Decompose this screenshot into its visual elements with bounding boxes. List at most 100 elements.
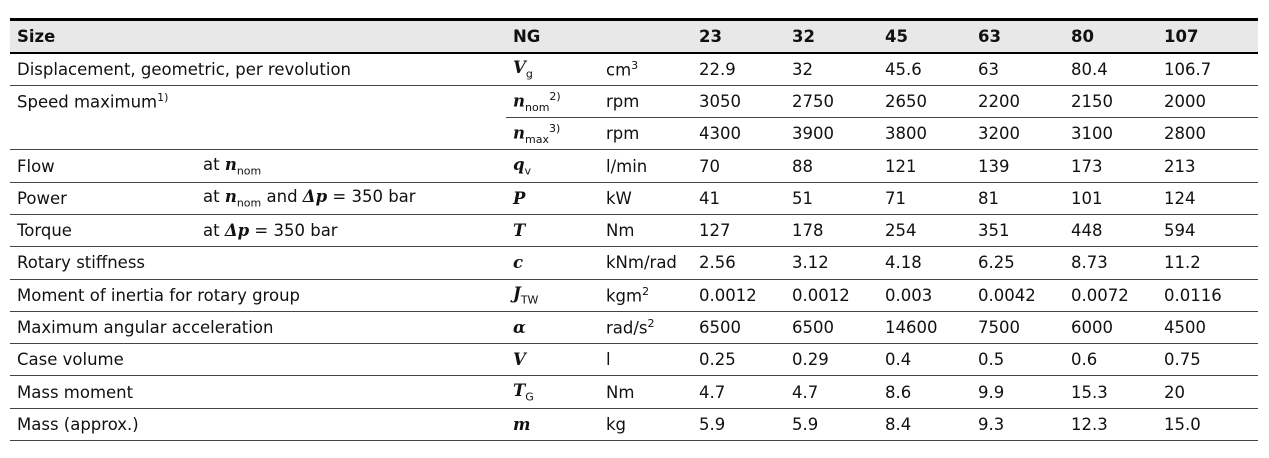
row-unit: Nm	[599, 214, 693, 248]
row-symbol: nmax3)	[506, 117, 599, 151]
value-cell: 121	[878, 149, 972, 183]
parameter-label: Displacement, geometric, per revolution	[17, 59, 351, 79]
value-cell: 2800	[1157, 117, 1259, 151]
unit-exponent: 2	[647, 317, 655, 331]
row-condition	[196, 279, 506, 312]
value-cell: 101	[1064, 182, 1158, 215]
unit: l	[606, 350, 611, 370]
header-size-value: 107	[1157, 18, 1259, 54]
row-parameter: Case volume	[10, 343, 196, 377]
value-cell: 7500	[971, 311, 1065, 345]
value-cell: 0.003	[878, 279, 972, 312]
parameter-label: Case volume	[17, 350, 124, 370]
value-cell: 2200	[971, 85, 1065, 119]
unit-exponent: 2	[642, 284, 650, 298]
parameter-label: Mass moment	[17, 382, 134, 402]
unit: kgm	[606, 286, 643, 306]
value-cell: 20	[1157, 375, 1259, 409]
value-cell: 254	[878, 214, 972, 248]
value-cell: 3.12	[785, 246, 879, 280]
header-row: Size NG 23 32 45 63 80 107	[10, 18, 1259, 54]
row-symbol: α	[506, 311, 599, 345]
row-symbol: c	[506, 246, 599, 280]
table-row: Mass moment TG Nm 4.7 4.7 8.6 9.9 15.3 20	[10, 375, 1259, 409]
value-cell: 0.25	[692, 343, 786, 377]
condition-text: at	[203, 187, 225, 207]
row-symbol: V	[506, 343, 599, 377]
value-cell: 0.0012	[692, 279, 786, 312]
value-cell: 0.4	[878, 343, 972, 377]
value-cell: 139	[971, 149, 1065, 183]
value-cell: 15.0	[1157, 408, 1259, 442]
value-cell: 22.9	[692, 52, 786, 86]
value-cell: 0.0116	[1157, 279, 1259, 312]
row-unit: kNm/rad	[599, 246, 693, 280]
value-cell: 2150	[1064, 85, 1158, 119]
condition-text: at	[203, 221, 225, 241]
value-cell: 4.18	[878, 246, 972, 280]
row-condition	[196, 311, 506, 345]
table-row: Rotary stiffness c kNm/rad 2.56 3.12 4.18 6.25…	[10, 246, 1259, 280]
value-cell: 6500	[692, 311, 786, 345]
header-size: Size	[10, 18, 506, 54]
row-parameter: Power	[10, 182, 196, 215]
value-cell: 8.73	[1064, 246, 1158, 280]
condition-text: = 350 bar	[249, 221, 338, 241]
unit-exponent: 3	[631, 58, 639, 72]
row-unit: l	[599, 343, 693, 377]
value-cell: 0.0012	[785, 279, 879, 312]
parameter-label: Flow	[17, 156, 55, 176]
row-parameter: Flow	[10, 149, 196, 183]
value-cell: 4300	[692, 117, 786, 151]
row-condition: at nnom and Δp = 350 bar	[196, 182, 506, 215]
row-condition: at nnom	[196, 149, 506, 183]
value-cell: 0.5	[971, 343, 1065, 377]
symbol: q	[513, 154, 525, 174]
value-cell: 8.4	[878, 408, 972, 442]
table-row: Mass (approx.) m kg 5.9 5.9 8.4 9.3 12.3 15.0	[10, 408, 1259, 442]
row-condition	[196, 375, 506, 409]
parameter-label: Rotary stiffness	[17, 253, 146, 273]
footnote-ref: 1)	[157, 91, 169, 105]
row-parameter: Speed maximum1)	[10, 85, 196, 117]
value-cell: 41	[692, 182, 786, 215]
value-cell: 12.3	[1064, 408, 1158, 442]
header-size-value: 45	[878, 18, 972, 54]
table-row: Flow at nnom qv l/min 70 88 121 139 173 213	[10, 149, 1259, 183]
symbol: V	[513, 350, 526, 370]
row-condition	[196, 117, 506, 151]
unit: l/min	[606, 156, 648, 176]
symbol: P	[513, 188, 526, 208]
unit: Nm	[606, 221, 635, 241]
symbol: T	[513, 221, 526, 241]
value-cell: 5.9	[785, 408, 879, 442]
row-unit: rad/s2	[599, 311, 693, 345]
row-symbol: m	[506, 408, 599, 442]
row-unit: l/min	[599, 149, 693, 183]
value-cell: 594	[1157, 214, 1259, 248]
value-cell: 11.2	[1157, 246, 1259, 280]
value-cell: 14600	[878, 311, 972, 345]
unit: cm	[606, 60, 632, 80]
row-parameter: Rotary stiffness	[10, 246, 196, 280]
row-unit: kgm2	[599, 279, 693, 312]
value-cell: 2650	[878, 85, 972, 119]
value-cell: 70	[692, 149, 786, 183]
value-cell: 80.4	[1064, 52, 1158, 86]
parameter-label: Mass (approx.)	[17, 414, 139, 434]
symbol-subscript: max	[525, 132, 549, 146]
symbol: T	[513, 380, 526, 400]
row-condition	[196, 246, 506, 280]
symbol: n	[513, 91, 525, 111]
value-cell: 32	[785, 52, 879, 86]
row-condition	[196, 85, 506, 117]
row-unit: rpm	[599, 85, 693, 119]
value-cell: 3900	[785, 117, 879, 151]
row-condition	[196, 343, 506, 377]
row-parameter: Mass moment	[10, 375, 196, 409]
unit: rpm	[606, 124, 640, 144]
value-cell: 6500	[785, 311, 879, 345]
row-condition	[196, 52, 506, 86]
row-parameter: Maximum angular acceleration	[10, 311, 273, 345]
value-cell: 2.56	[692, 246, 786, 280]
